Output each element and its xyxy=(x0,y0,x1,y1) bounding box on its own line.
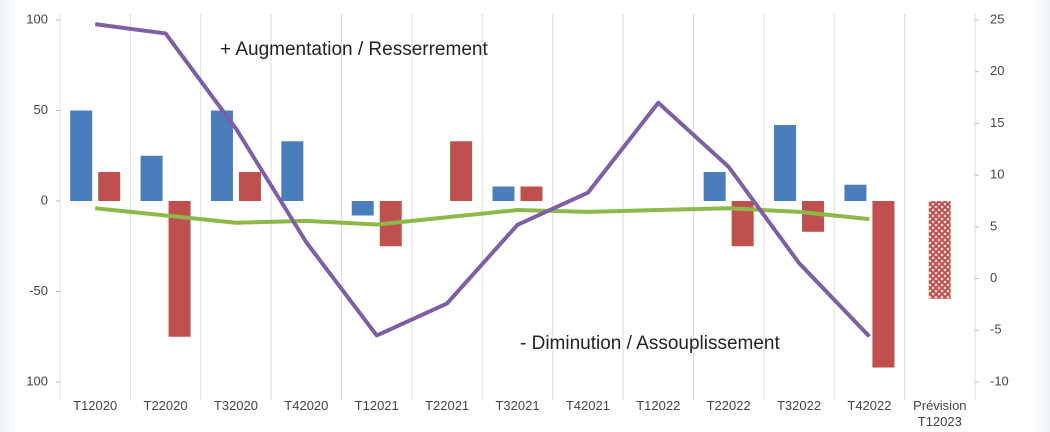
x-tick-label: T42021 xyxy=(565,398,610,413)
annotation: + Augmentation / Resserrement xyxy=(220,39,488,60)
bar xyxy=(844,184,867,201)
bar xyxy=(70,110,93,201)
x-tick-label: Prévision T12023 xyxy=(913,398,967,429)
bar xyxy=(140,155,163,201)
bar xyxy=(168,201,191,337)
y2-tick-label: 15 xyxy=(990,115,1004,130)
x-tick-label: T32020 xyxy=(213,398,258,413)
x-tick-label: T32022 xyxy=(776,398,822,413)
x-tick-label: T22020 xyxy=(143,398,188,413)
x-tick-label: T42020 xyxy=(284,398,329,413)
y2-tick-label: 10 xyxy=(990,167,1004,182)
bar xyxy=(802,201,825,232)
y-tick-label: 100 xyxy=(26,11,48,26)
bar xyxy=(520,186,543,201)
bar xyxy=(281,141,304,201)
bar xyxy=(98,172,121,201)
y-tick-label: -50 xyxy=(29,283,48,298)
y2-tick-label: 25 xyxy=(990,11,1004,26)
y-tick-label: 0 xyxy=(41,192,48,207)
y-tick-label: 100 xyxy=(26,373,48,388)
bar xyxy=(238,172,261,201)
y2-tick-label: 0 xyxy=(990,270,997,285)
y2-tick-label: -5 xyxy=(990,322,1002,337)
x-tick-label: T12021 xyxy=(354,398,399,413)
bar xyxy=(210,110,233,201)
x-tick-label: T22022 xyxy=(706,398,751,413)
bar xyxy=(351,201,374,216)
bar xyxy=(731,201,754,247)
bar xyxy=(872,201,895,368)
annotation: - Diminution / Assouplissement xyxy=(520,333,780,354)
x-tick-label: T12020 xyxy=(73,398,118,413)
x-tick-label: T22021 xyxy=(425,398,470,413)
x-tick-label: T32021 xyxy=(495,398,540,413)
bar xyxy=(703,172,726,201)
y-tick-label: 50 xyxy=(34,102,48,117)
bar xyxy=(450,141,473,201)
line xyxy=(94,22,871,338)
x-tick-label: T42022 xyxy=(847,398,892,413)
bar xyxy=(928,201,951,299)
y2-tick-label: 20 xyxy=(990,63,1004,78)
y2-tick-label: 5 xyxy=(990,218,997,233)
bar xyxy=(492,186,515,201)
y2-tick-label: -10 xyxy=(990,373,1009,388)
bar xyxy=(774,124,797,201)
x-tick-label: T12022 xyxy=(636,398,681,413)
line xyxy=(94,206,870,227)
